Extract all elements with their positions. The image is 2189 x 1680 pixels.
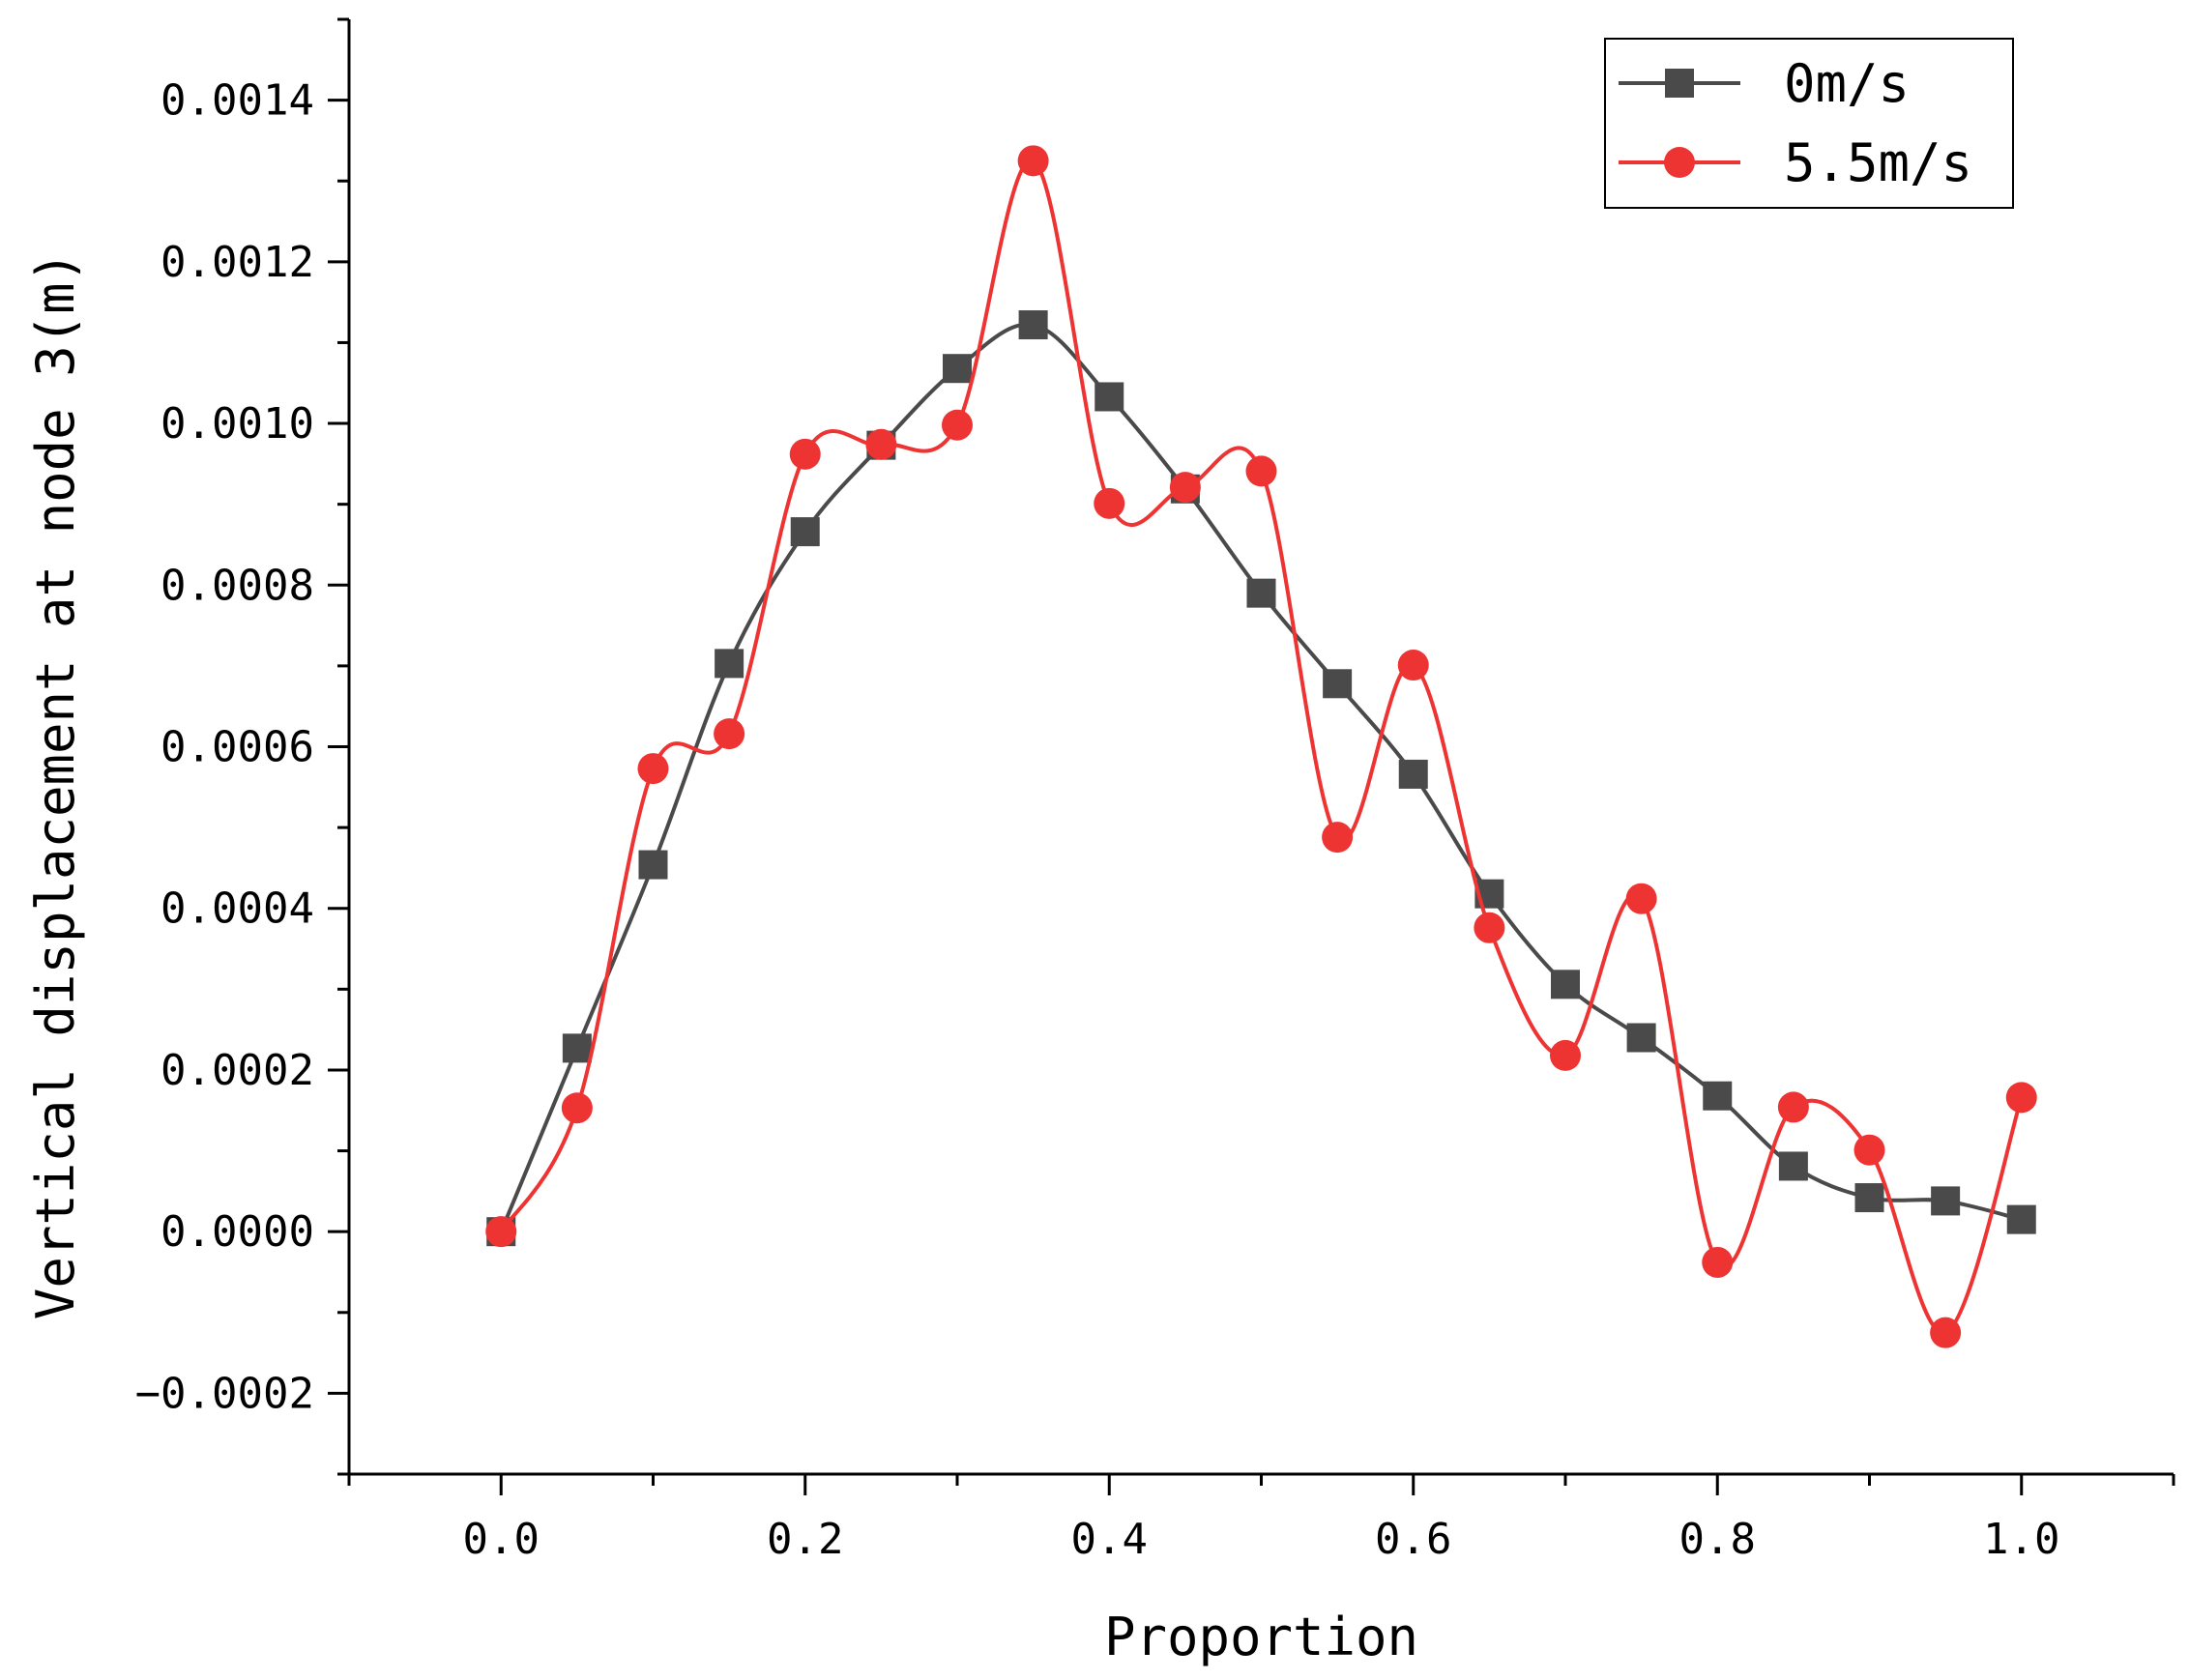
x-tick-label: 0.2 bbox=[767, 1515, 843, 1564]
data-point bbox=[561, 1092, 593, 1124]
data-point bbox=[1017, 145, 1049, 177]
data-point bbox=[715, 649, 744, 679]
plot-series bbox=[485, 145, 2037, 1348]
data-point bbox=[638, 850, 668, 880]
data-point bbox=[942, 409, 973, 441]
x-tick-label: 0.0 bbox=[463, 1515, 540, 1564]
x-axis-title: Proportion bbox=[1104, 1607, 1418, 1667]
data-point bbox=[1246, 578, 1276, 608]
data-point bbox=[485, 1216, 517, 1248]
x-tick-label: 1.0 bbox=[1983, 1515, 2059, 1564]
y-tick-label: 0.0008 bbox=[161, 561, 314, 610]
y-tick-label: 0.0004 bbox=[161, 884, 314, 934]
data-point bbox=[1702, 1246, 1734, 1278]
data-point bbox=[1169, 472, 1201, 504]
data-point bbox=[1626, 1023, 1656, 1053]
legend-label: 5.5m/s bbox=[1784, 132, 1972, 193]
y-tick-label: 0.0006 bbox=[161, 723, 314, 772]
data-point bbox=[1550, 1039, 1581, 1071]
legend: 0m/s 5.5m/s bbox=[1604, 38, 2014, 209]
data-point bbox=[1778, 1151, 1808, 1181]
legend-marker bbox=[1665, 69, 1694, 98]
y-axis-title: Vertical displacement at node 3(m) bbox=[25, 251, 86, 1319]
legend-marker bbox=[1664, 147, 1695, 178]
data-point bbox=[1245, 455, 1277, 487]
data-point bbox=[1777, 1091, 1809, 1123]
data-point bbox=[1018, 310, 1048, 340]
data-point bbox=[2005, 1082, 2037, 1114]
series-line bbox=[499, 159, 2024, 1335]
y-tick-label: 0.0014 bbox=[161, 76, 314, 126]
y-tick-label: 0.0010 bbox=[161, 399, 314, 449]
data-point bbox=[714, 718, 745, 750]
data-point bbox=[1094, 382, 1124, 412]
data-point bbox=[1703, 1081, 1733, 1111]
axes: 0.0 0.2 0.4 0.6 0.8 1.0 −0.0002 0.0000 0.0002 0.0… bbox=[135, 17, 2175, 1564]
data-point bbox=[1853, 1134, 1885, 1166]
y-tick-label: 0.0000 bbox=[161, 1207, 314, 1257]
data-point bbox=[637, 753, 669, 785]
data-point bbox=[1625, 883, 1657, 914]
data-point bbox=[1931, 1186, 1961, 1216]
legend-box bbox=[1604, 38, 2014, 209]
x-tick-label: 0.4 bbox=[1071, 1515, 1148, 1564]
data-point bbox=[2006, 1204, 2036, 1234]
data-point bbox=[1094, 487, 1125, 519]
data-point bbox=[1930, 1317, 1962, 1348]
data-point bbox=[1322, 822, 1354, 854]
data-point bbox=[865, 428, 897, 460]
data-point bbox=[790, 517, 820, 547]
x-tick-label: 0.8 bbox=[1679, 1515, 1756, 1564]
data-point bbox=[562, 1033, 592, 1063]
data-point bbox=[1323, 669, 1353, 699]
y-tick-label: 0.0012 bbox=[161, 238, 314, 287]
data-point bbox=[1854, 1183, 1884, 1213]
data-point bbox=[1398, 759, 1428, 789]
series-second bbox=[485, 145, 2037, 1348]
data-point bbox=[1474, 912, 1505, 943]
y-tick-label: −0.0002 bbox=[135, 1369, 314, 1418]
y-tick-label: 0.0002 bbox=[161, 1046, 314, 1095]
legend-label: 0m/s bbox=[1784, 53, 1910, 114]
x-tick-label: 0.6 bbox=[1375, 1515, 1451, 1564]
data-point bbox=[789, 438, 821, 470]
data-point bbox=[1397, 650, 1429, 681]
data-point bbox=[1551, 970, 1580, 999]
data-point bbox=[943, 354, 972, 384]
